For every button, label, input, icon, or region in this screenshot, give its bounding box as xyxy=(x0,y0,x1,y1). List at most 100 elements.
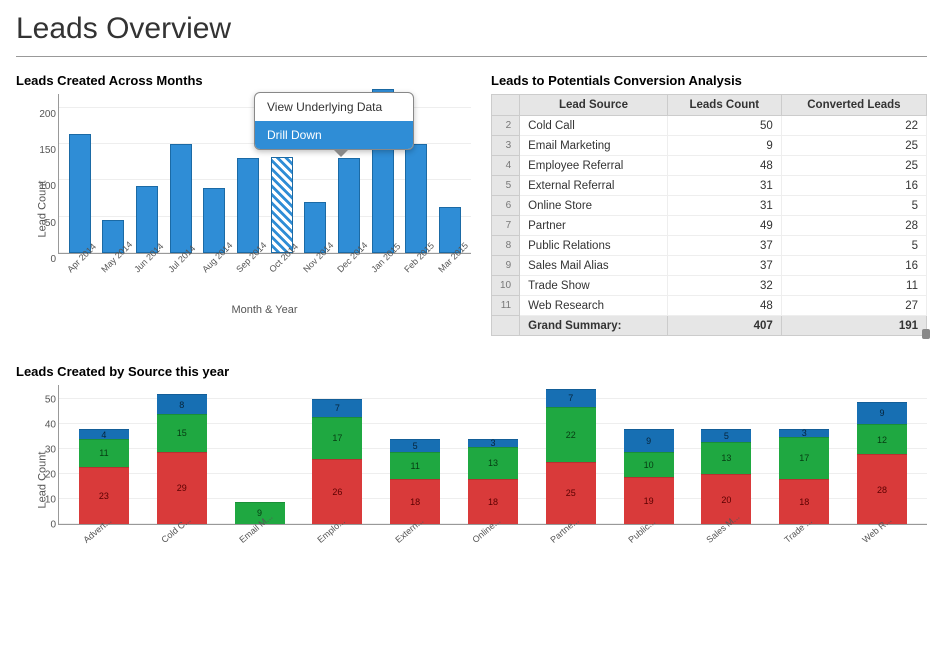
row-number: 7 xyxy=(492,216,520,236)
cell-converted: 28 xyxy=(781,216,926,236)
stacked-bar[interactable]: 28129 xyxy=(857,402,907,525)
col-lead-source[interactable]: Lead Source xyxy=(520,95,668,116)
bar-segment[interactable]: 12 xyxy=(857,424,907,454)
bar-segment[interactable]: 17 xyxy=(779,437,829,480)
row-number: 2 xyxy=(492,116,520,136)
bar-segment[interactable]: 28 xyxy=(857,454,907,524)
bar-segment[interactable]: 7 xyxy=(546,389,596,407)
conversion-table-title: Leads to Potentials Conversion Analysis xyxy=(491,73,927,88)
table-row[interactable]: 8Public Relations375 xyxy=(492,236,927,256)
cell-count: 31 xyxy=(667,176,781,196)
cell-count: 9 xyxy=(667,136,781,156)
cell-source: External Referral xyxy=(520,176,668,196)
bar-segment[interactable]: 3 xyxy=(779,429,829,437)
cell-converted: 11 xyxy=(781,276,926,296)
cell-source: Sales Mail Alias xyxy=(520,256,668,276)
cell-converted: 27 xyxy=(781,296,926,316)
ytick: 0 xyxy=(50,520,56,531)
bar-segment[interactable]: 10 xyxy=(624,452,674,477)
chart-months-xlabel: Month & Year xyxy=(58,304,471,316)
table-row[interactable]: 4Employee Referral4825 xyxy=(492,156,927,176)
cell-count: 31 xyxy=(667,196,781,216)
bar[interactable] xyxy=(338,158,360,253)
xtick: Advert... xyxy=(78,527,128,571)
menu-drill-down[interactable]: Drill Down xyxy=(255,121,413,149)
bar-segment[interactable]: 9 xyxy=(624,429,674,452)
stacked-bar[interactable]: 18133 xyxy=(468,439,518,524)
bar-segment[interactable]: 13 xyxy=(468,447,518,480)
stacked-bar[interactable]: 29158 xyxy=(157,394,207,524)
bar[interactable] xyxy=(203,188,225,253)
bar-segment[interactable]: 26 xyxy=(312,459,362,524)
bar-segment[interactable]: 11 xyxy=(79,439,129,467)
table-row[interactable]: 6Online Store315 xyxy=(492,196,927,216)
bar-segment[interactable]: 22 xyxy=(546,407,596,462)
bar-segment[interactable]: 29 xyxy=(157,452,207,525)
summary-count: 407 xyxy=(667,316,781,336)
bar-segment[interactable]: 23 xyxy=(79,467,129,525)
menu-view-underlying[interactable]: View Underlying Data xyxy=(255,93,413,121)
conversion-table-panel: Leads to Potentials Conversion Analysis … xyxy=(491,73,927,336)
bar[interactable] xyxy=(237,158,259,253)
bar-segment[interactable]: 20 xyxy=(701,474,751,524)
bar-segment[interactable]: 13 xyxy=(701,442,751,475)
bar-segment[interactable]: 8 xyxy=(157,394,207,414)
chart-source-title: Leads Created by Source this year xyxy=(16,364,927,379)
bar-segment[interactable]: 5 xyxy=(701,429,751,442)
bar-segment[interactable]: 9 xyxy=(857,402,907,425)
cell-source: Web Research xyxy=(520,296,668,316)
stacked-bar[interactable]: 20135 xyxy=(701,429,751,524)
table-row[interactable]: 10Trade Show3211 xyxy=(492,276,927,296)
col-leads-count[interactable]: Leads Count xyxy=(667,95,781,116)
chart-source-plot[interactable]: 2311429158926177181151813325227191092013… xyxy=(58,385,927,525)
stacked-bar[interactable]: 26177 xyxy=(312,399,362,524)
row-number: 4 xyxy=(492,156,520,176)
xtick: Web R... xyxy=(857,527,907,571)
stacked-bar[interactable]: 18173 xyxy=(779,429,829,524)
bar[interactable] xyxy=(405,144,427,253)
cell-converted: 25 xyxy=(781,136,926,156)
table-row[interactable]: 5External Referral3116 xyxy=(492,176,927,196)
bar[interactable] xyxy=(170,144,192,253)
stacked-bar[interactable]: 18115 xyxy=(390,439,440,524)
col-converted[interactable]: Converted Leads xyxy=(781,95,926,116)
table-row[interactable]: 9Sales Mail Alias3716 xyxy=(492,256,927,276)
xtick: Email M... xyxy=(234,527,284,571)
bar-segment[interactable]: 4 xyxy=(79,429,129,439)
cell-count: 50 xyxy=(667,116,781,136)
xtick: Extern... xyxy=(390,527,440,571)
summary-label: Grand Summary: xyxy=(520,316,668,336)
stacked-bar[interactable]: 25227 xyxy=(546,389,596,524)
chart-months-plot[interactable]: View Underlying Data Drill Down xyxy=(58,94,471,254)
bar-segment[interactable]: 5 xyxy=(390,439,440,452)
bar-segment[interactable]: 7 xyxy=(312,399,362,417)
conversion-table[interactable]: Lead Source Leads Count Converted Leads … xyxy=(491,94,927,336)
bar-segment[interactable]: 17 xyxy=(312,417,362,460)
stacked-bar[interactable]: 19109 xyxy=(624,429,674,524)
cell-converted: 25 xyxy=(781,156,926,176)
row-number-header xyxy=(492,95,520,116)
bar[interactable] xyxy=(271,157,293,253)
chart-months-title: Leads Created Across Months xyxy=(16,73,471,88)
cell-count: 49 xyxy=(667,216,781,236)
xtick: Partne... xyxy=(545,527,595,571)
xtick: Public... xyxy=(623,527,673,571)
table-row[interactable]: 11Web Research4827 xyxy=(492,296,927,316)
row-number: 11 xyxy=(492,296,520,316)
cell-count: 37 xyxy=(667,256,781,276)
bar-segment[interactable]: 3 xyxy=(468,439,518,447)
row-number: 9 xyxy=(492,256,520,276)
leads-months-chart: Leads Created Across Months Lead Count 0… xyxy=(16,73,471,336)
scroll-handle[interactable] xyxy=(922,329,930,339)
cell-source: Trade Show xyxy=(520,276,668,296)
stacked-bar[interactable]: 23114 xyxy=(79,429,129,524)
table-row[interactable]: 7Partner4928 xyxy=(492,216,927,236)
row-number: 3 xyxy=(492,136,520,156)
bar-segment[interactable]: 25 xyxy=(546,462,596,525)
table-row[interactable]: 2Cold Call5022 xyxy=(492,116,927,136)
table-row[interactable]: 3Email Marketing925 xyxy=(492,136,927,156)
ytick: 20 xyxy=(45,470,56,481)
bar[interactable] xyxy=(69,134,91,253)
bar-segment[interactable]: 15 xyxy=(157,414,207,452)
bar-segment[interactable]: 11 xyxy=(390,452,440,480)
